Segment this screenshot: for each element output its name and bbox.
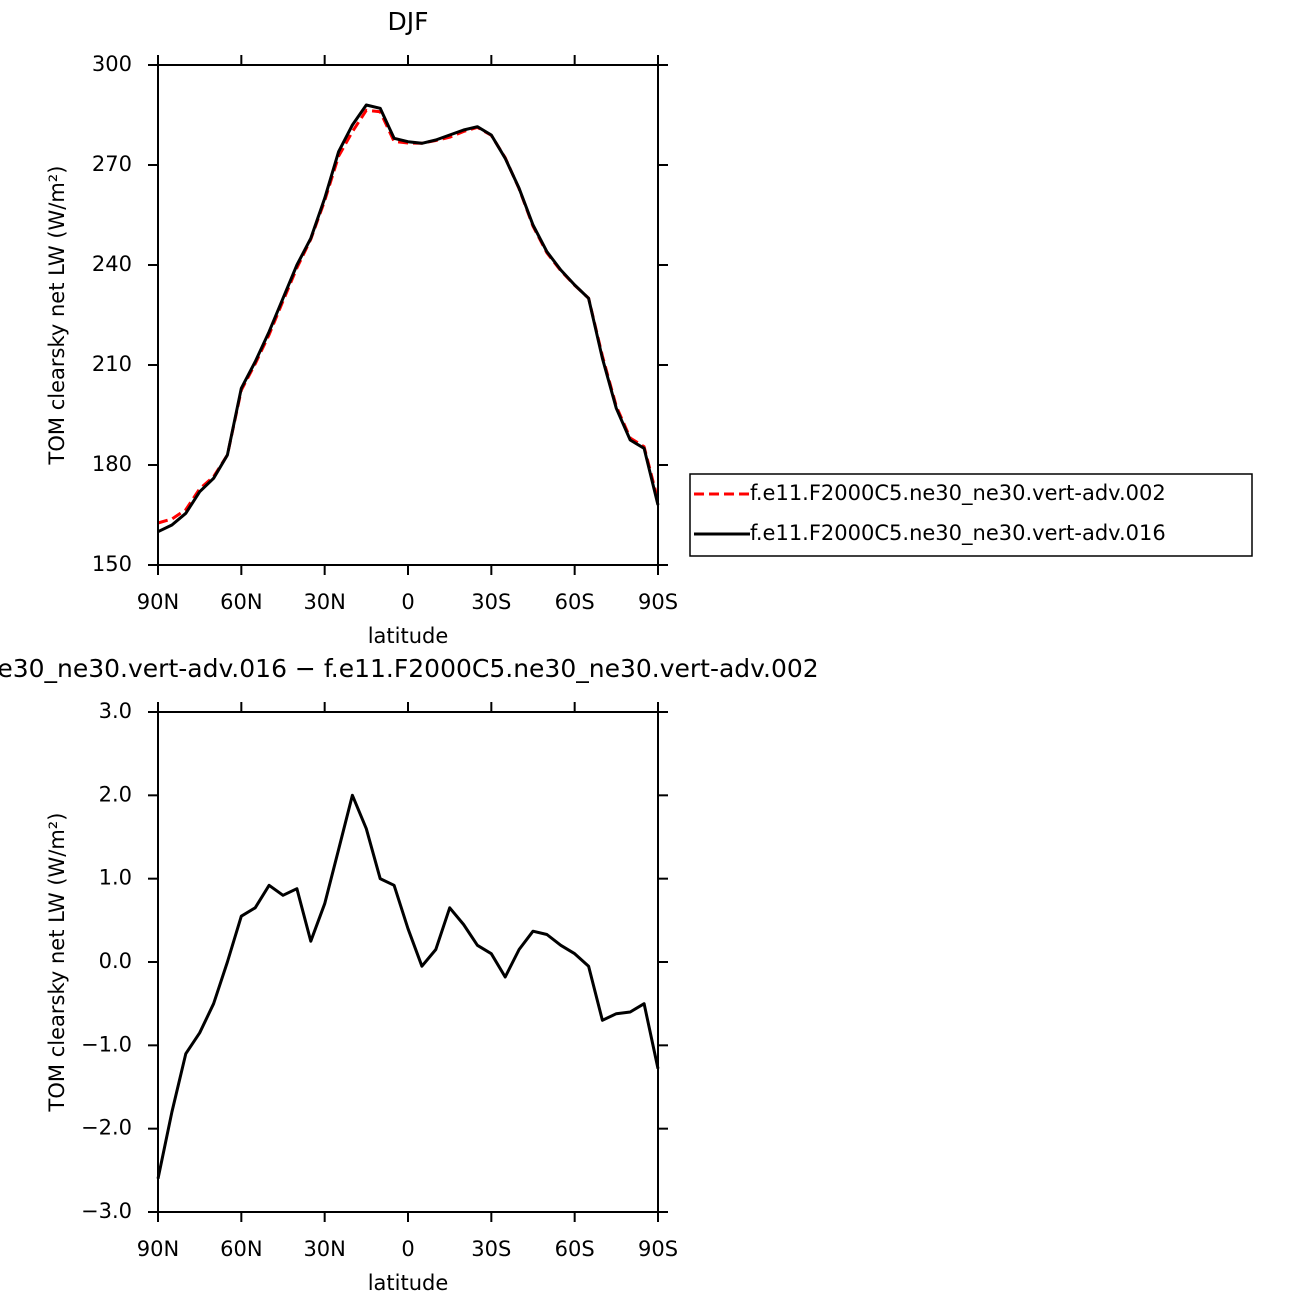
x-axis-label: latitude [368,1271,449,1295]
y-tick-label: 150 [92,552,132,576]
plot-frame [157,64,659,566]
x-tick-label: 90N [137,1237,179,1261]
y-tick-label: 3.0 [99,699,132,723]
x-tick-label: 30N [303,590,345,614]
x-tick-label: 60S [555,590,595,614]
data-line [156,793,660,1180]
x-tick-label: 0 [401,1237,414,1261]
legend-label: f.e11.F2000C5.ne30_ne30.vert-adv.002 [750,481,1166,506]
y-tick-label: 180 [92,452,132,476]
x-axis-label: latitude [368,624,449,648]
y-tick-label: 1.0 [99,866,132,890]
x-tick-label: 60N [220,590,262,614]
x-tick-label: 90S [638,590,678,614]
y-tick-label: −2.0 [81,1116,132,1140]
x-tick-label: 30S [471,590,511,614]
data-line [157,108,660,525]
y-tick-label: 210 [92,352,132,376]
chart-title: DJF [387,7,428,36]
x-tick-label: 30S [471,1237,511,1261]
legend-box [689,473,1253,557]
data-line [157,103,660,534]
x-tick-label: 30N [303,1237,345,1261]
y-tick-label: −3.0 [81,1199,132,1223]
x-tick-label: 60N [220,1237,262,1261]
x-tick-label: 90S [638,1237,678,1261]
y-tick-label: 2.0 [99,782,132,806]
chart-title: e30_ne30.vert-adv.016 − f.e11.F2000C5.ne… [0,654,819,683]
y-axis-label: TOM clearsky net LW (W/m²) [45,166,69,466]
y-tick-label: 0.0 [99,949,132,973]
x-tick-label: 60S [555,1237,595,1261]
x-tick-label: 90N [137,590,179,614]
y-tick-label: 240 [92,252,132,276]
y-tick-label: 300 [92,52,132,76]
y-axis-label: TOM clearsky net LW (W/m²) [45,813,69,1113]
x-tick-label: 0 [401,590,414,614]
plot-frame [157,711,659,1213]
y-tick-label: −1.0 [81,1032,132,1056]
legend-label: f.e11.F2000C5.ne30_ne30.vert-adv.016 [750,521,1166,546]
y-tick-label: 270 [92,152,132,176]
